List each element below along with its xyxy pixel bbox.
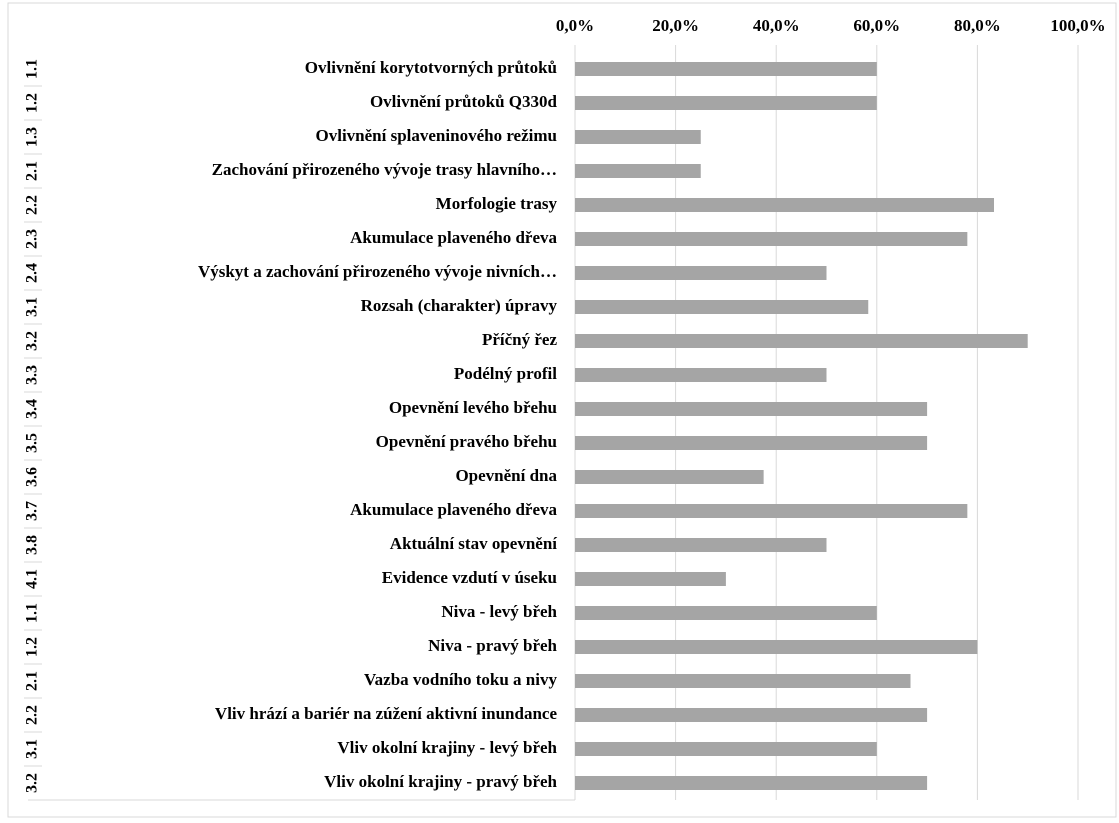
y-tick-label: Opevnění dna bbox=[455, 466, 557, 485]
bar bbox=[575, 232, 968, 246]
chart-frame bbox=[7, 2, 1117, 818]
y-tick-label: Morfologie trasy bbox=[436, 194, 558, 213]
bar bbox=[575, 164, 701, 178]
bar bbox=[575, 198, 994, 212]
group-code: 3.1 bbox=[24, 297, 41, 317]
group-code: 3.3 bbox=[24, 365, 41, 385]
y-tick-label: Akumulace plaveného dřeva bbox=[350, 500, 557, 519]
bar bbox=[575, 538, 827, 552]
group-code: 3.5 bbox=[24, 433, 41, 453]
bar bbox=[575, 640, 978, 654]
group-code: 3.1 bbox=[24, 739, 41, 759]
group-code: 2.2 bbox=[24, 705, 41, 725]
y-tick-label: Ovlivnění korytotvorných průtoků bbox=[305, 58, 557, 77]
group-code: 3.6 bbox=[24, 467, 41, 487]
x-tick-label: 80,0% bbox=[954, 16, 1001, 35]
y-tick-label: Vazba vodního toku a nivy bbox=[364, 670, 558, 689]
y-tick-label: Opevnění pravého břehu bbox=[376, 432, 557, 451]
bar bbox=[575, 334, 1028, 348]
group-code: 1.3 bbox=[24, 127, 41, 147]
y-tick-label: Evidence vzdutí v úseku bbox=[382, 568, 557, 587]
y-tick-label: Podélný profil bbox=[454, 364, 557, 383]
group-code: 2.1 bbox=[24, 161, 41, 181]
y-tick-label: Ovlivnění splaveninového režimu bbox=[316, 126, 558, 145]
y-tick-label: Opevnění levého břehu bbox=[389, 398, 557, 417]
bar bbox=[575, 62, 877, 76]
group-code: 3.2 bbox=[24, 773, 41, 793]
group-code: 1.2 bbox=[24, 93, 41, 113]
y-tick-label: Zachování přirozeného vývoje trasy hlavn… bbox=[212, 160, 557, 179]
y-tick-label: Vliv okolní krajiny - pravý břeh bbox=[324, 772, 557, 791]
bar bbox=[575, 504, 968, 518]
bar bbox=[575, 742, 877, 756]
bar bbox=[575, 266, 827, 280]
group-code: 2.2 bbox=[24, 195, 41, 215]
group-code: 3.7 bbox=[24, 501, 41, 521]
bar bbox=[575, 402, 928, 416]
group-code: 3.8 bbox=[24, 535, 41, 555]
bar bbox=[575, 674, 911, 688]
group-code: 4.1 bbox=[24, 569, 41, 589]
bar bbox=[575, 368, 827, 382]
y-tick-label: Ovlivnění průtoků Q330d bbox=[370, 92, 558, 111]
bar bbox=[575, 300, 869, 314]
group-code: 3.2 bbox=[24, 331, 41, 351]
x-tick-label: 0,0% bbox=[556, 16, 594, 35]
y-tick-label: Příčný řez bbox=[482, 330, 557, 349]
y-tick-label: Vliv hrází a bariér na zúžení aktivní in… bbox=[215, 704, 558, 723]
x-tick-label: 100,0% bbox=[1050, 16, 1105, 35]
group-code: 1.1 bbox=[24, 603, 41, 623]
x-tick-label: 20,0% bbox=[652, 16, 699, 35]
y-tick-label: Niva - levý břeh bbox=[441, 602, 557, 621]
group-code: 2.1 bbox=[24, 671, 41, 691]
group-code: 1.1 bbox=[24, 59, 41, 79]
bar bbox=[575, 776, 928, 790]
y-tick-label: Výskyt a zachování přirozeného vývoje ni… bbox=[198, 262, 557, 281]
bar bbox=[575, 130, 701, 144]
bar bbox=[575, 436, 928, 450]
group-code: 3.4 bbox=[24, 399, 41, 419]
group-code: 2.3 bbox=[24, 229, 41, 249]
bar bbox=[575, 470, 764, 484]
bar bbox=[575, 708, 928, 722]
group-code: 1.2 bbox=[24, 637, 41, 657]
bar bbox=[575, 96, 877, 110]
bar bbox=[575, 606, 877, 620]
x-tick-label: 40,0% bbox=[753, 16, 800, 35]
x-tick-label: 60,0% bbox=[853, 16, 900, 35]
bar bbox=[575, 572, 726, 586]
y-tick-label: Rozsah (charakter) úpravy bbox=[361, 296, 558, 315]
y-tick-label: Vliv okolní krajiny - levý břeh bbox=[337, 738, 557, 757]
y-tick-label: Niva - pravý břeh bbox=[428, 636, 557, 655]
y-tick-label: Akumulace plaveného dřeva bbox=[350, 228, 557, 247]
group-code: 2.4 bbox=[24, 263, 41, 283]
y-tick-label: Aktuální stav opevnění bbox=[390, 534, 557, 553]
